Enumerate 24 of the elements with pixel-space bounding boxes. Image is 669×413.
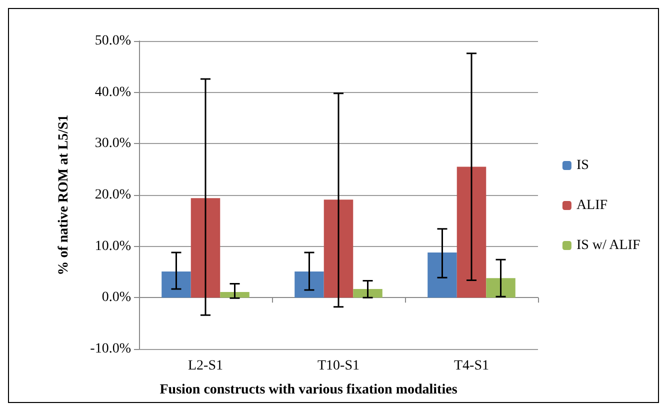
bar	[162, 271, 191, 298]
y-tick-label: 20.0%	[94, 188, 132, 202]
y-tick-label: 30.0%	[94, 136, 132, 152]
bar	[324, 200, 354, 298]
y-tick-label: -10.0%	[90, 342, 132, 356]
y-tick-label: 10.0%	[94, 238, 132, 254]
legend-label: ALIF	[576, 198, 608, 213]
bar	[294, 271, 324, 298]
x-tick-label: L2-S1	[188, 358, 223, 374]
y-tick-label: 0.0%	[102, 290, 132, 306]
legend-label: IS w/ ALIF	[576, 238, 640, 253]
y-tick-label: 40.0%	[94, 84, 132, 100]
bar	[353, 288, 382, 298]
bar	[486, 278, 516, 298]
legend-label: IS	[576, 158, 589, 173]
bar	[190, 198, 220, 298]
y-axis-title: % of native ROM at L5/S1	[56, 114, 72, 276]
bar	[456, 166, 486, 298]
x-tick-label: T4-S1	[454, 358, 489, 374]
bar	[220, 292, 250, 298]
y-tick-label: 50.0%	[94, 34, 132, 48]
x-tick-label: T10-S1	[318, 358, 360, 374]
bar	[428, 252, 457, 298]
x-axis-title: Fusion constructs with various fixation modalities	[160, 382, 458, 398]
